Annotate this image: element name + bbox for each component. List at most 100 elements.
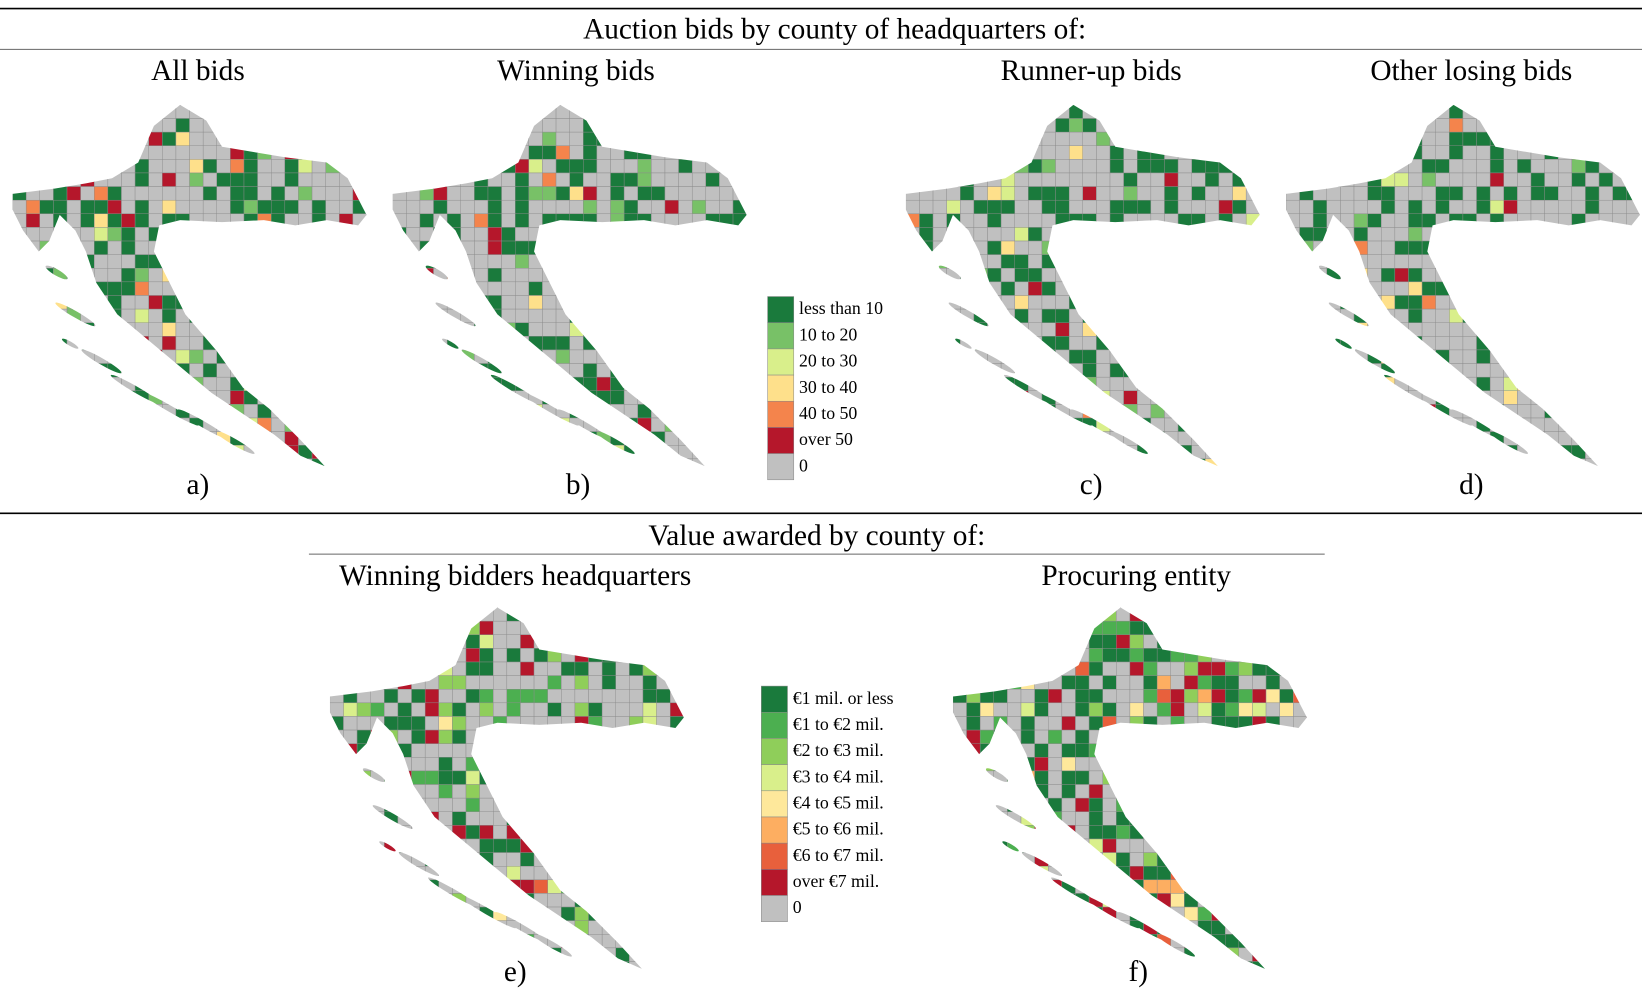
map-region — [993, 620, 1008, 635]
map-region — [588, 743, 603, 758]
map-region — [1068, 322, 1084, 337]
map-region — [343, 607, 358, 622]
map-region — [705, 417, 720, 432]
map-region — [460, 145, 475, 160]
map-region — [25, 336, 41, 351]
map-region — [366, 131, 367, 146]
map-region — [1007, 893, 1022, 908]
map-region — [356, 797, 371, 812]
map-region — [1489, 322, 1504, 337]
map-region — [1252, 661, 1267, 676]
map-region — [12, 145, 27, 160]
map-region — [343, 852, 358, 867]
map-region — [1218, 227, 1233, 242]
map-region — [1102, 770, 1117, 785]
map-region — [493, 607, 508, 622]
map-region — [651, 131, 666, 146]
map-region — [1055, 254, 1070, 269]
map-region — [53, 145, 68, 160]
map-region — [569, 199, 584, 215]
map-region — [1116, 865, 1131, 881]
map-region — [1408, 213, 1423, 228]
map-region — [1449, 322, 1464, 337]
map-region — [271, 186, 286, 201]
map-region — [134, 349, 149, 364]
map-region — [134, 268, 149, 283]
map-region — [1585, 376, 1600, 391]
map-region — [946, 199, 961, 215]
map-region — [542, 390, 557, 405]
map-region — [479, 689, 494, 704]
map-region — [569, 172, 584, 187]
map-region — [1285, 172, 1300, 187]
map-region — [107, 349, 122, 364]
map-region — [384, 865, 399, 881]
map-region — [987, 431, 1002, 446]
map-region — [366, 308, 367, 323]
map-region — [25, 118, 41, 133]
map-region — [479, 934, 494, 949]
map-region — [1306, 689, 1307, 704]
map-region — [446, 431, 461, 446]
map-region — [1489, 458, 1504, 467]
map-region — [1068, 186, 1084, 201]
map-region — [384, 757, 399, 772]
map-region — [1259, 390, 1260, 405]
map-region — [1109, 390, 1124, 405]
map-region — [1293, 893, 1307, 908]
map-region — [493, 729, 508, 744]
map-region — [1164, 445, 1179, 460]
map-region — [1232, 404, 1247, 419]
map-region — [1571, 159, 1586, 174]
map-region — [515, 322, 530, 337]
map-region — [1129, 620, 1144, 635]
map-region — [1462, 268, 1477, 283]
map-region — [1503, 172, 1518, 187]
map-region — [1184, 879, 1199, 894]
map-region — [230, 295, 245, 310]
map-region — [329, 906, 344, 921]
map-region — [1034, 934, 1049, 949]
map-region — [1285, 431, 1300, 446]
map — [952, 607, 1307, 969]
map-region — [623, 431, 638, 446]
map-region — [520, 811, 535, 826]
map-region — [561, 757, 576, 772]
map-region — [1061, 648, 1076, 663]
map-region — [952, 716, 967, 731]
map-region — [1020, 689, 1035, 704]
map-region — [642, 743, 657, 758]
map-region — [1265, 675, 1280, 690]
map-region — [493, 757, 508, 772]
map-region — [555, 254, 570, 269]
map-region — [419, 376, 434, 391]
map-region — [1421, 131, 1436, 146]
map-region — [94, 254, 109, 269]
map-region — [230, 159, 245, 174]
map-region — [53, 104, 68, 119]
map-region — [664, 104, 679, 119]
map-region — [1285, 227, 1300, 242]
map-region — [1020, 825, 1035, 840]
map-region — [683, 797, 684, 812]
map-region — [905, 390, 920, 405]
map-region — [465, 852, 480, 867]
map-region — [370, 865, 385, 881]
map-region — [987, 118, 1002, 133]
map-region — [452, 784, 467, 799]
map-region — [601, 716, 616, 731]
map-region — [1326, 281, 1341, 296]
map-region — [311, 159, 326, 174]
map-region — [1184, 920, 1199, 935]
map-region — [12, 458, 27, 467]
map-region — [284, 172, 299, 187]
map-region — [979, 906, 994, 921]
map-region — [515, 227, 530, 242]
map-region — [1408, 376, 1423, 391]
legend-swatch — [767, 348, 795, 376]
map-region — [39, 390, 54, 405]
map-region — [1408, 118, 1423, 133]
map-region — [637, 281, 652, 296]
map-region — [1156, 661, 1171, 676]
map-region — [528, 104, 543, 119]
